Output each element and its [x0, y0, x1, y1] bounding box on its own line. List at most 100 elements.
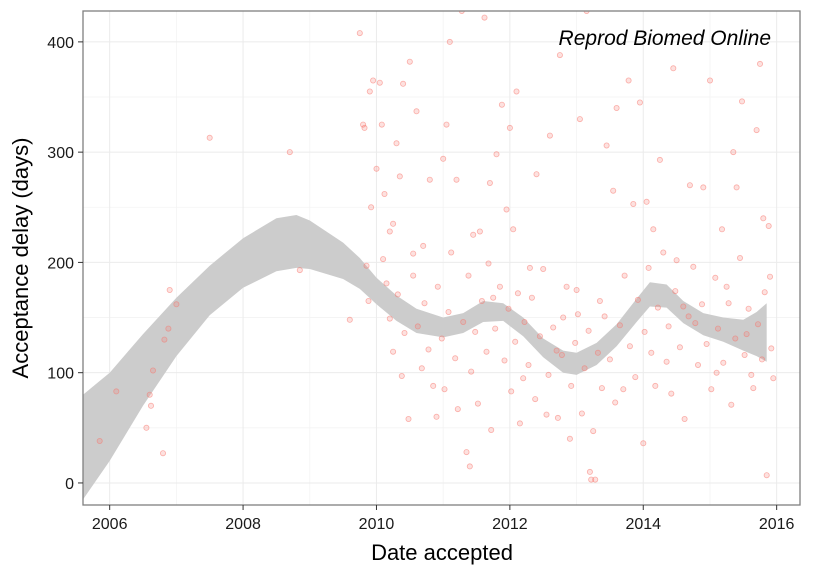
data-point	[543, 411, 550, 418]
data-point	[443, 121, 450, 128]
data-point	[610, 187, 617, 194]
data-point	[699, 301, 706, 308]
data-point	[525, 361, 532, 368]
data-point	[761, 289, 768, 296]
x-tick-label: 2012	[492, 516, 528, 533]
data-point	[376, 79, 383, 86]
data-point	[173, 301, 180, 308]
data-point	[692, 320, 699, 327]
plot-border	[82, 10, 801, 506]
x-axis-title: Date accepted	[371, 540, 513, 565]
data-point	[755, 321, 762, 328]
data-point	[161, 336, 168, 343]
data-point	[745, 305, 752, 312]
data-point	[598, 385, 605, 392]
data-point	[668, 390, 675, 397]
data-point	[360, 121, 367, 128]
data-point	[363, 262, 370, 269]
data-point	[743, 331, 750, 338]
data-point	[748, 371, 755, 378]
y-axis-title: Acceptance delay (days)	[8, 138, 33, 379]
data-point	[465, 272, 472, 279]
data-point	[356, 30, 363, 37]
data-point	[703, 340, 710, 347]
data-point	[400, 80, 407, 87]
data-point	[553, 347, 560, 354]
data-point	[652, 382, 659, 389]
x-tick-label: 2010	[359, 516, 395, 533]
data-point	[513, 88, 520, 95]
data-point	[533, 171, 540, 178]
data-point	[713, 369, 720, 376]
data-point	[641, 328, 648, 335]
data-point	[466, 463, 473, 470]
data-point	[725, 300, 732, 307]
data-point	[770, 375, 777, 382]
data-point	[510, 226, 517, 233]
data-point	[663, 358, 670, 365]
data-point	[512, 338, 519, 345]
data-point	[760, 215, 767, 222]
data-point	[420, 242, 427, 249]
data-point	[505, 305, 512, 312]
data-point	[739, 98, 746, 105]
data-point	[648, 349, 655, 356]
data-point	[634, 296, 641, 303]
data-point	[368, 204, 375, 211]
data-point	[550, 324, 557, 331]
data-point	[410, 272, 417, 279]
data-point	[381, 190, 388, 197]
data-point	[526, 264, 533, 271]
data-point	[426, 176, 433, 183]
data-point	[700, 184, 707, 191]
data-point	[695, 361, 702, 368]
data-point	[660, 249, 667, 256]
data-point	[737, 254, 744, 261]
data-point	[581, 365, 588, 372]
data-point	[478, 297, 485, 304]
data-point	[601, 313, 608, 320]
data-point	[361, 124, 368, 131]
data-point	[446, 38, 453, 45]
data-point	[670, 65, 677, 72]
data-point	[592, 476, 599, 483]
data-point	[536, 333, 543, 340]
data-point	[143, 424, 150, 431]
data-point	[630, 200, 637, 207]
data-point	[508, 388, 515, 395]
data-point	[596, 297, 603, 304]
y-tick-label: 0	[65, 476, 74, 493]
data-point	[501, 357, 508, 364]
data-point	[346, 316, 353, 323]
data-point	[632, 374, 639, 381]
data-point	[606, 356, 613, 363]
data-point	[206, 134, 213, 141]
data-point	[578, 410, 585, 417]
data-point	[394, 291, 401, 298]
data-point	[645, 264, 652, 271]
data-point	[673, 257, 680, 264]
data-point	[576, 116, 583, 123]
x-tick-label: 2006	[92, 516, 128, 533]
data-point	[433, 413, 440, 420]
data-point	[563, 283, 570, 290]
data-point	[741, 351, 748, 358]
y-tick-label: 400	[47, 35, 74, 52]
data-point	[681, 415, 688, 422]
data-point	[483, 348, 490, 355]
x-tick-label: 2008	[225, 516, 261, 533]
data-point	[474, 400, 481, 407]
data-point	[506, 124, 513, 131]
data-point	[643, 198, 650, 205]
data-point	[165, 325, 172, 332]
plot-panel	[83, 11, 800, 505]
data-point	[556, 52, 563, 59]
data-point	[613, 105, 620, 112]
data-point	[625, 77, 632, 84]
data-point	[753, 127, 760, 134]
data-point	[750, 385, 757, 392]
data-point	[585, 327, 592, 334]
plot-area: 2006 2008 2010 2012 2014 2016 0 100 200 300 400	[47, 10, 801, 533]
data-point	[373, 165, 380, 172]
data-point	[386, 228, 393, 235]
